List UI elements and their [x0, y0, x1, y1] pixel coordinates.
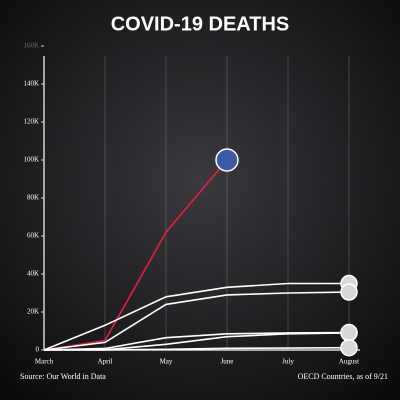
x-tick-label: May [160, 358, 173, 366]
y-tick-label: 60K [27, 232, 39, 240]
y-tick-label: 80K [27, 194, 39, 202]
end-marker [340, 338, 358, 357]
y-tick-label: 40K [27, 270, 39, 278]
x-tick-label: August [339, 358, 359, 366]
series-line [43, 282, 349, 351]
y-tick-label: 20K [27, 308, 39, 316]
x-tick-label: April [98, 358, 113, 366]
series-line [43, 159, 228, 351]
x-tick-label: July [282, 358, 294, 366]
end-marker [215, 148, 239, 172]
note: OECD Countries, as of 9/21 [298, 372, 388, 381]
y-tick-label: 100K [23, 156, 39, 164]
chart-title: COVID-19 DEATHS [111, 13, 290, 35]
x-tick-label: June [221, 358, 234, 366]
series-line [43, 291, 350, 351]
end-marker [340, 323, 358, 342]
y-tick-label: 160K [23, 42, 39, 50]
end-marker [340, 283, 358, 301]
series-line [43, 331, 350, 351]
series-line [43, 346, 350, 351]
y-tick-label: 120K [23, 118, 39, 126]
source: Source: Our World in Data [20, 372, 106, 381]
y-tick-label: 140K [23, 80, 39, 88]
x-tick-label: March [35, 358, 54, 366]
y-tick-label: 0 [36, 346, 40, 354]
